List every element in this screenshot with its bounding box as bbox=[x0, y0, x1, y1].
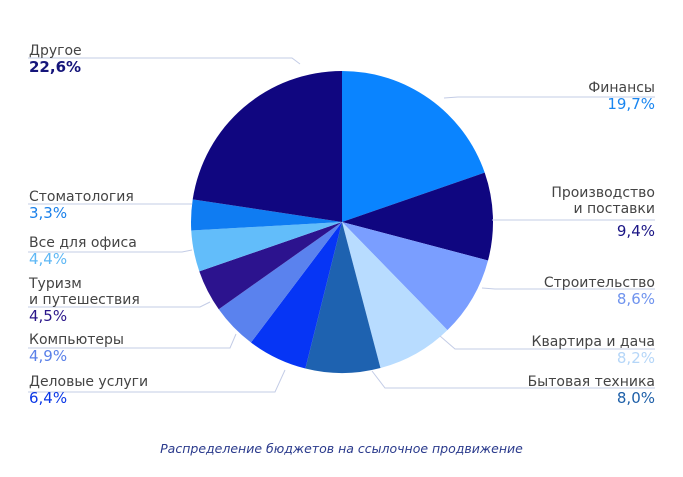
leader-line-construction bbox=[481, 287, 655, 290]
pie-slice bbox=[342, 222, 448, 369]
label-name: Финансы bbox=[588, 80, 655, 96]
label-pct: 8,0% bbox=[616, 389, 655, 407]
pie-slice bbox=[342, 222, 489, 331]
label-production: Производство и поставки 9,4% bbox=[551, 185, 655, 239]
pie-slice bbox=[305, 222, 381, 373]
leader-line-appliances bbox=[371, 370, 655, 389]
label-pct: 8,2% bbox=[616, 349, 655, 367]
leader-line-office bbox=[28, 249, 193, 253]
leader-line-tourism bbox=[28, 301, 211, 308]
label-other: Другое 22,6% bbox=[29, 43, 82, 75]
label-name: Строительство bbox=[543, 275, 655, 291]
label-construction: Строительство 8,6% bbox=[544, 275, 655, 307]
pie-slice bbox=[250, 222, 342, 369]
label-pct: 9,4% bbox=[616, 222, 655, 240]
label-name: Квартира и дача bbox=[531, 334, 655, 350]
label-name: Производство и поставки bbox=[551, 185, 655, 217]
label-pct: 22,6% bbox=[29, 58, 82, 76]
leader-line-finance bbox=[443, 96, 655, 99]
pie-slice bbox=[218, 222, 342, 343]
leader-line-apartment bbox=[439, 335, 655, 350]
label-pct: 3,3% bbox=[29, 204, 68, 222]
pie-slice bbox=[191, 222, 342, 272]
label-name: Деловые услуги bbox=[29, 374, 149, 390]
label-name: Компьютеры bbox=[29, 332, 124, 348]
label-pct: 19,7% bbox=[607, 95, 655, 113]
label-name: Другое bbox=[29, 43, 82, 59]
pie-slice bbox=[192, 71, 342, 222]
label-business: Деловые услуги 6,4% bbox=[29, 374, 148, 406]
label-name: Стоматология bbox=[29, 189, 134, 205]
pie-slice bbox=[342, 71, 485, 222]
leader-line-computers bbox=[28, 333, 237, 349]
label-name: Бытовая техника bbox=[527, 374, 655, 390]
label-apartment: Квартира и дача 8,2% bbox=[532, 334, 655, 366]
pie-slice bbox=[199, 222, 342, 310]
label-name: Все для офиса bbox=[29, 235, 137, 251]
label-pct: 4,5% bbox=[29, 307, 68, 325]
label-dental: Стоматология 3,3% bbox=[29, 189, 134, 221]
label-pct: 4,4% bbox=[29, 250, 68, 268]
leader-line-other bbox=[28, 57, 301, 65]
label-pct: 4,9% bbox=[29, 347, 68, 365]
chart-caption: Распределение бюджетов на ссылочное прод… bbox=[160, 441, 523, 456]
leader-lines bbox=[28, 57, 655, 393]
label-computers: Компьютеры 4,9% bbox=[29, 332, 124, 364]
pie-slices bbox=[191, 71, 493, 373]
label-appliances: Бытовая техника 8,0% bbox=[528, 374, 655, 406]
label-tourism: Туризм и путешествия 4,5% bbox=[29, 276, 140, 324]
label-office: Все для офиса 4,4% bbox=[29, 235, 137, 267]
pie-slice bbox=[191, 199, 342, 231]
pie-slice bbox=[342, 172, 493, 261]
label-pct: 8,6% bbox=[616, 290, 655, 308]
label-name: Туризм и путешествия bbox=[29, 276, 140, 308]
leader-line-business bbox=[28, 369, 286, 393]
label-pct: 6,4% bbox=[29, 389, 68, 407]
label-finance: Финансы 19,7% bbox=[588, 80, 655, 112]
